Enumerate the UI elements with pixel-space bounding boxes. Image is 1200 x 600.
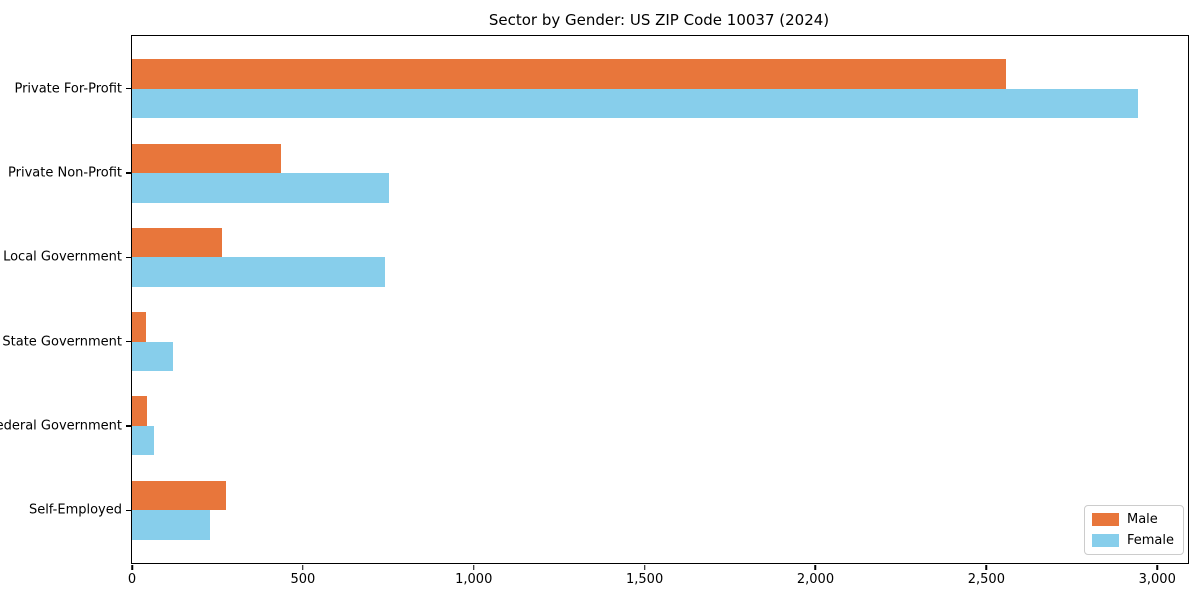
y-tick-label-federal-government: Federal Government: [0, 418, 122, 434]
x-tick-mark: [814, 564, 817, 570]
legend-entry-female: Female: [1091, 533, 1174, 548]
legend: Male Female: [1083, 505, 1184, 555]
y-tick-label-self-employed: Self-Employed: [28, 502, 122, 518]
bar-female-state-government: [132, 341, 173, 372]
x-tick-label-3-000: 3,000: [1138, 572, 1176, 587]
y-tick-mark: [125, 509, 131, 512]
bar-male-private-non-profit: [132, 143, 281, 173]
x-tick-label-1-000: 1,000: [455, 572, 493, 587]
x-tick-mark: [985, 564, 988, 570]
bar-female-private-for-profit: [132, 88, 1139, 119]
y-tick-mark: [125, 256, 131, 259]
bar-female-private-non-profit: [132, 173, 390, 203]
bar-male-federal-government: [132, 396, 148, 426]
bar-male-state-government: [132, 312, 147, 342]
chart-title: Sector by Gender: US ZIP Code 10037 (202…: [488, 11, 830, 29]
y-tick-label-local-government: Local Government: [3, 249, 122, 265]
x-tick-label-0: 0: [127, 572, 137, 587]
x-tick-mark: [472, 564, 475, 570]
y-tick-mark: [125, 172, 131, 174]
x-tick-label-500: 500: [290, 572, 316, 587]
x-tick-mark: [302, 564, 304, 570]
y-tick-mark: [125, 87, 131, 90]
bar-female-self-employed: [132, 510, 211, 540]
y-tick-label-private-non-profit: Private Non-Profit: [8, 165, 122, 181]
y-tick-label-private-for-profit: Private For-Profit: [14, 81, 122, 97]
x-tick-label-1-500: 1,500: [626, 572, 664, 587]
x-tick-label-2-500: 2,500: [967, 572, 1005, 587]
x-tick-mark: [131, 564, 133, 570]
bar-female-local-government: [132, 257, 385, 287]
legend-swatch-female: [1091, 534, 1119, 547]
bar-male-private-for-profit: [132, 59, 1006, 89]
y-tick-mark: [125, 340, 131, 343]
legend-swatch-male: [1091, 513, 1119, 526]
plot-area: Private For-Profit Private Non-Profit Loca…: [0, 35, 1189, 587]
bar-male-self-employed: [132, 480, 226, 511]
x-tick-mark: [1156, 564, 1158, 570]
legend-label-male: Male: [1126, 512, 1158, 527]
x-tick-label-2-000: 2,000: [796, 572, 835, 587]
bar-male-local-government: [132, 227, 223, 258]
y-tick-mark: [125, 425, 131, 427]
x-tick-mark: [643, 564, 646, 570]
bar-female-federal-government: [132, 425, 154, 456]
legend-entry-male: Male: [1091, 512, 1174, 527]
legend-label-female: Female: [1126, 533, 1174, 548]
y-tick-label-state-government: State Government: [2, 334, 122, 350]
